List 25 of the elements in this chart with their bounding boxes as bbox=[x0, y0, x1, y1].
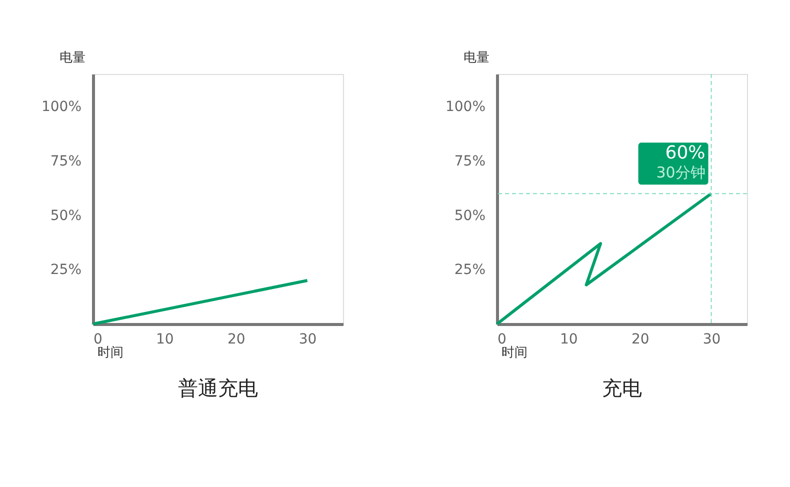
y-tick-label: 100% bbox=[445, 99, 486, 116]
x-tick-label: 0 bbox=[498, 332, 506, 348]
x-tick-label: 30 bbox=[298, 332, 317, 348]
text: 普通充电 bbox=[178, 376, 258, 400]
x-axis-title: 时间 bbox=[502, 346, 528, 360]
x-axis-title: 时间 bbox=[98, 346, 124, 360]
x-tick-label: 0 bbox=[94, 332, 102, 348]
x-tick-label: 20 bbox=[227, 332, 246, 348]
annotation: 60% bbox=[665, 142, 706, 164]
x-tick-label: 10 bbox=[156, 332, 174, 348]
y-tick-label: 75% bbox=[454, 153, 486, 170]
y-tick-label: 25% bbox=[50, 262, 82, 278]
x-tick-label: 20 bbox=[631, 332, 650, 348]
y-tick-label: 25% bbox=[454, 262, 486, 278]
y-tick-label: 75% bbox=[50, 153, 82, 170]
y-tick-label: 50% bbox=[454, 208, 486, 224]
x-tick-label: 30 bbox=[702, 332, 721, 348]
line-series bbox=[496, 192, 713, 326]
y-tick-label: 50% bbox=[50, 208, 82, 224]
x-tick-label: 10 bbox=[560, 332, 578, 348]
y-axis-title: 电量 bbox=[60, 50, 86, 66]
y-axis-title: 电量 bbox=[464, 50, 490, 66]
annotation: 30分钟 bbox=[656, 164, 706, 182]
y-tick-label: 100% bbox=[41, 99, 82, 116]
text: 充电 bbox=[602, 376, 642, 400]
